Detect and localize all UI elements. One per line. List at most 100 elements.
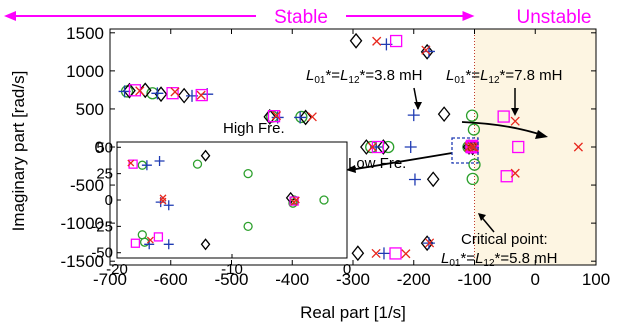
inset-y-tick-label: 50 xyxy=(96,139,113,156)
pole-cross-marker xyxy=(159,194,167,202)
pole-square-marker xyxy=(130,238,141,248)
pole-square-marker xyxy=(389,34,403,48)
pole-cross-marker xyxy=(467,142,477,152)
sym-l: L xyxy=(475,250,483,267)
pole-cross-marker xyxy=(135,86,145,96)
x-tick-label: -500 xyxy=(214,270,248,289)
pole-circle-marker xyxy=(382,140,395,154)
pole-diamond-marker xyxy=(263,108,277,125)
x-tick-label: -400 xyxy=(275,270,309,289)
eq: *= xyxy=(460,250,475,267)
annotation-arrowhead xyxy=(478,213,486,221)
x-tick-label: -100 xyxy=(457,270,491,289)
pole-circle-marker xyxy=(466,172,479,186)
critical-point-value: L01*=L12*=5.8 mH xyxy=(441,250,558,269)
pole-cross-marker xyxy=(372,36,382,46)
y-tick-label: -500 xyxy=(70,176,104,195)
sym-l: L xyxy=(340,67,348,84)
pole-plus-marker xyxy=(141,160,152,171)
pole-plus-marker xyxy=(163,239,174,250)
x-tick-label: -600 xyxy=(154,270,188,289)
x-tick-label: -300 xyxy=(336,270,370,289)
pole-circle-marker xyxy=(468,158,481,171)
pole-circle-marker xyxy=(319,195,329,205)
stable-arrowhead xyxy=(462,11,475,21)
inset-x-tick-label: 0 xyxy=(343,261,351,278)
pole-cross-marker xyxy=(127,159,135,167)
pole-diamond-marker xyxy=(349,32,363,49)
x-tick-label: -200 xyxy=(397,270,431,289)
sub-01: 01 xyxy=(314,75,326,86)
pole-cross-marker xyxy=(510,168,520,178)
unstable-region-label: Unstable xyxy=(517,7,592,28)
pole-cross-marker xyxy=(196,90,206,100)
sub-12: 12 xyxy=(348,75,360,86)
x-tick-label: 0 xyxy=(531,270,540,289)
l38-value: *=3.8 mH xyxy=(360,67,423,84)
unstable-region xyxy=(474,29,596,265)
zoom-box xyxy=(451,137,479,164)
pole-plus-marker xyxy=(408,173,421,186)
pole-diamond-marker xyxy=(123,82,136,99)
pole-circle-marker xyxy=(467,123,481,136)
critical-point-label: Critical point: xyxy=(461,231,548,248)
unstable-label: Unstable xyxy=(517,7,592,28)
pole-plus-marker xyxy=(151,87,164,100)
pole-diamond-marker xyxy=(351,245,365,262)
stable-region-label: Stable xyxy=(4,7,475,28)
sub-12: 12 xyxy=(488,75,500,86)
critical-value: *=5.8 mH xyxy=(495,250,558,267)
pole-plus-marker xyxy=(118,85,131,98)
y-axis-label: Imaginary part [rad/s] xyxy=(9,71,28,232)
sub-01: 01 xyxy=(449,258,461,269)
pole-cross-marker xyxy=(290,198,298,206)
pole-diamond-marker xyxy=(377,139,390,155)
pole-cross-marker xyxy=(371,248,381,259)
pole-plus-marker xyxy=(377,247,390,260)
pole-cross-marker xyxy=(307,112,317,122)
pole-circle-marker xyxy=(192,159,203,169)
inset-y-tick-label: 0 xyxy=(105,192,113,209)
eq: *= xyxy=(465,67,480,84)
pole-diamond-marker xyxy=(426,171,440,188)
y-tick-label: -1000 xyxy=(61,214,104,233)
pole-cross-marker xyxy=(421,45,431,55)
pole-square-marker xyxy=(497,110,510,123)
annotation-arrowhead xyxy=(535,130,548,139)
pole-cross-marker xyxy=(271,111,282,121)
sym-l: L xyxy=(441,250,449,267)
pole-plus-marker xyxy=(163,200,174,211)
pole-plus-marker xyxy=(404,141,417,153)
l78-label: L01*=L12*=7.8 mH xyxy=(446,67,563,86)
pole-cross-marker xyxy=(510,116,520,126)
pole-diamond-marker xyxy=(420,43,434,60)
y-tick-label: -1500 xyxy=(61,252,104,271)
pole-diamond-marker xyxy=(200,149,211,162)
inset-y-tick-label: 25 xyxy=(96,166,113,183)
axis-ticks: -700 -600 -500 -400 -300 -200 -100 0 10015001000… xyxy=(61,24,611,289)
y-tick-label: 500 xyxy=(76,100,104,119)
pole-cross-marker xyxy=(573,142,583,152)
sub-01: 01 xyxy=(454,75,466,86)
annotation-arrowhead xyxy=(414,102,422,110)
sym-l: L xyxy=(446,67,454,84)
y-tick-label: 1500 xyxy=(66,24,104,43)
pole-cross-marker xyxy=(146,236,154,244)
sub-12: 12 xyxy=(483,258,495,269)
inset-y-tick-label: -50 xyxy=(91,245,113,262)
pole-square-marker xyxy=(166,87,179,100)
pole-square-marker xyxy=(389,247,402,260)
pole-circle-marker xyxy=(243,168,253,179)
l78-value: *=7.8 mH xyxy=(500,67,563,84)
stable-label: Stable xyxy=(274,7,328,28)
pole-diamond-marker xyxy=(299,109,312,126)
y-tick-label: 1000 xyxy=(66,62,104,81)
pole-cross-marker xyxy=(424,238,435,248)
high-frequency-label: High Fre. xyxy=(223,120,285,137)
pole-square-marker xyxy=(267,110,281,123)
x-tick-label: 100 xyxy=(582,270,610,289)
y-tick-label: 0 xyxy=(95,138,104,157)
low-frequency-arrow xyxy=(349,152,453,171)
annotation-arrowhead xyxy=(511,108,519,116)
